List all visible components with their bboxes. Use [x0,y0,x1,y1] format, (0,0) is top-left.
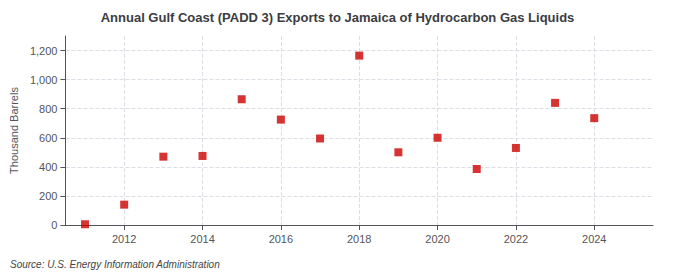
svg-text:1,000: 1,000 [30,74,58,86]
svg-text:2016: 2016 [269,233,293,245]
svg-text:1,200: 1,200 [30,45,58,57]
svg-text:2024: 2024 [582,233,606,245]
svg-text:0: 0 [51,219,57,231]
svg-text:2012: 2012 [112,233,136,245]
svg-text:2020: 2020 [425,233,449,245]
svg-text:2022: 2022 [504,233,528,245]
svg-text:200: 200 [39,190,57,202]
svg-text:Thousand Barrels: Thousand Barrels [8,87,20,174]
svg-text:600: 600 [39,132,57,144]
svg-text:2014: 2014 [190,233,214,245]
svg-text:Annual Gulf Coast (PADD 3) Exp: Annual Gulf Coast (PADD 3) Exports to Ja… [101,10,575,25]
svg-text:2018: 2018 [347,233,371,245]
svg-text:400: 400 [39,161,57,173]
svg-text:800: 800 [39,103,57,115]
svg-text:Source: U.S. Energy Informatio: Source: U.S. Energy Information Administ… [10,259,220,270]
